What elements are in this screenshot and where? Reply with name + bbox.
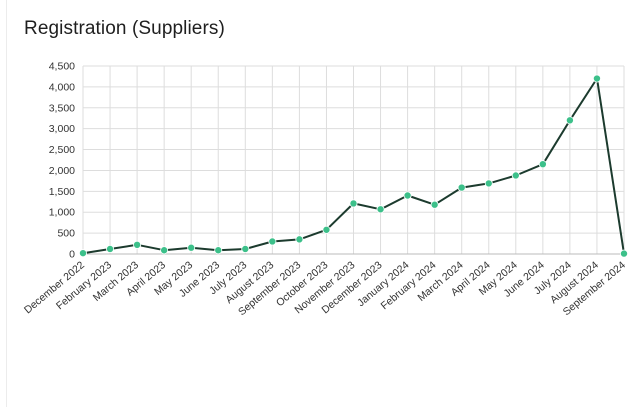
data-point: [484, 179, 493, 188]
y-tick-label: 500: [57, 228, 75, 240]
data-point: [133, 240, 142, 249]
data-point: [592, 74, 601, 83]
data-point: [511, 171, 520, 180]
data-point: [565, 116, 574, 125]
y-tick-label: 1,500: [49, 186, 75, 198]
card-border: [6, 0, 7, 407]
data-point: [268, 237, 277, 246]
y-tick-label: 2,500: [49, 144, 75, 156]
data-point: [214, 246, 223, 255]
data-point: [241, 244, 250, 253]
data-point: [160, 246, 169, 255]
y-tick-label: 0: [69, 249, 75, 261]
data-point: [79, 249, 88, 258]
data-point: [403, 191, 412, 200]
data-point: [295, 235, 304, 244]
chart-title: Registration (Suppliers): [24, 18, 225, 39]
y-tick-label: 4,000: [49, 81, 75, 93]
data-point: [187, 243, 196, 252]
y-tick-label: 2,000: [49, 165, 75, 177]
data-point: [322, 225, 331, 234]
data-point: [538, 160, 547, 169]
data-point: [620, 249, 629, 258]
y-tick-label: 3,500: [49, 102, 75, 114]
y-tick-label: 3,000: [49, 123, 75, 135]
y-tick-label: 1,000: [49, 207, 75, 219]
data-point: [376, 205, 385, 214]
data-point: [457, 183, 466, 192]
data-point: [106, 244, 115, 253]
data-point: [430, 200, 439, 209]
y-tick-label: 4,500: [49, 61, 75, 73]
data-point: [349, 199, 358, 208]
